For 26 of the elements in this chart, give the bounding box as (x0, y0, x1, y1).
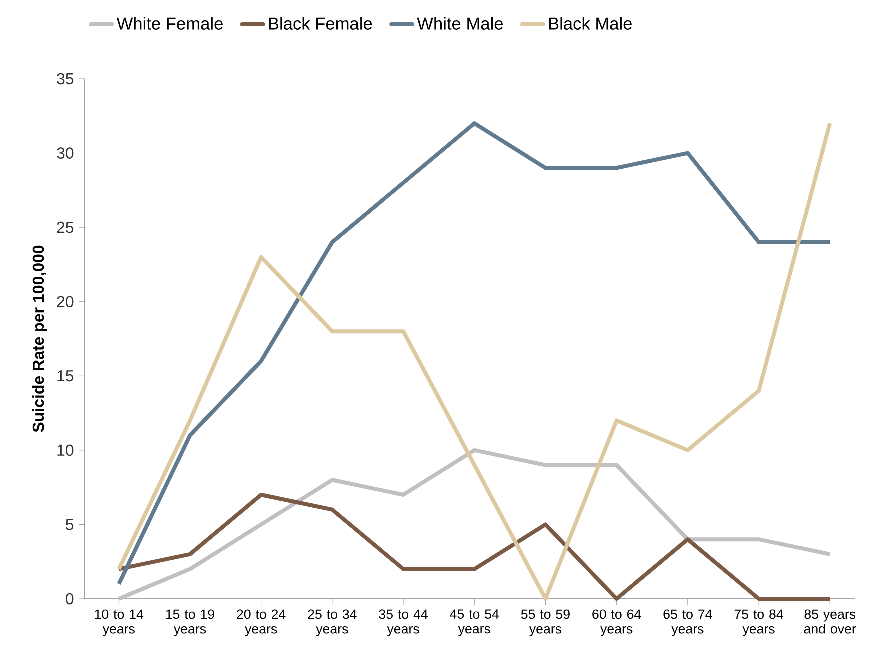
y-tick-label: 5 (66, 519, 74, 530)
x-tick-label: 20 to 24 years (237, 610, 286, 636)
y-tick-label: 20 (57, 296, 74, 308)
legend-label: White Male (417, 17, 504, 30)
y-tick-label: 25 (57, 222, 74, 234)
y-tick-label: 35 (57, 73, 74, 85)
x-tick-label: 55 to 59 years (521, 610, 570, 636)
y-tick-label: 0 (66, 593, 74, 605)
x-tick-label: 45 to 54 years (450, 610, 500, 636)
x-tick-label: 75 to 84 years (734, 610, 784, 636)
y-tick-label: 30 (57, 148, 74, 159)
x-tick-label: 85 years and over (804, 610, 856, 634)
line-series (117, 492, 832, 601)
x-tick-label: 65 to 74 years (664, 610, 712, 636)
x-tick-label: 60 to 64 years (592, 610, 642, 636)
x-tick-label: 25 to 34 years (308, 610, 357, 636)
line-series (117, 448, 832, 601)
y-tick-label: 15 (58, 370, 74, 382)
legend-label: White Female (116, 17, 223, 30)
y-tick-label: 10 (58, 444, 74, 456)
x-tick-label: 10 to 14 years (95, 610, 144, 636)
legend-label: Black Male (549, 17, 632, 30)
y-axis-title: Suicide Rate per 100,000 (32, 246, 48, 432)
legend-label: Black Female (269, 17, 372, 30)
x-tick-label: 35 to 44 years (379, 610, 428, 636)
x-tick-label: 15 to 19 years (166, 610, 214, 636)
